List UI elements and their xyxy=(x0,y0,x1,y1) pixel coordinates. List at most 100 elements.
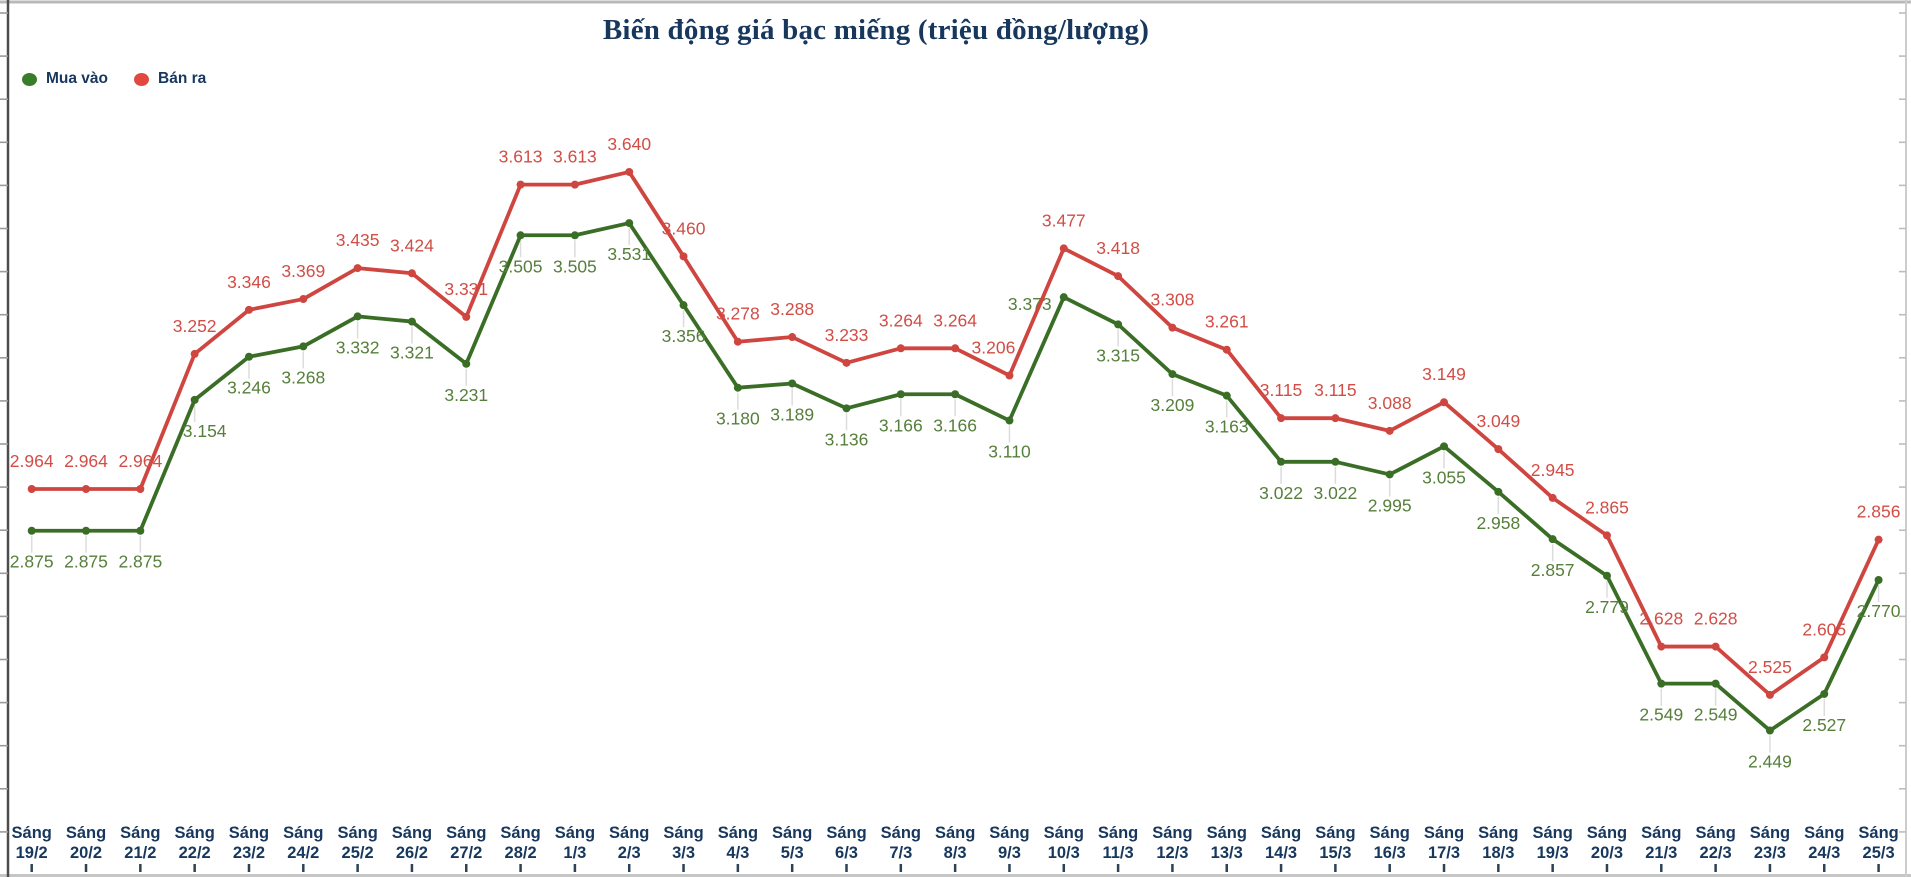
buy-value-label: 2.549 xyxy=(1639,705,1683,725)
buy-data-point xyxy=(625,219,634,228)
sell-data-point xyxy=(1820,653,1829,662)
sell-value-label: 3.115 xyxy=(1260,380,1303,400)
sell-value-label: 3.261 xyxy=(1205,312,1249,332)
x-axis-label: Sáng 16/3 xyxy=(1370,824,1410,862)
sell-value-label: 3.264 xyxy=(933,310,977,330)
sell-value-label: 2.964 xyxy=(64,451,108,471)
buy-data-point xyxy=(733,383,742,392)
sell-value-label: 3.331 xyxy=(444,279,488,299)
sell-value-label: 3.088 xyxy=(1368,393,1412,413)
sell-data-point xyxy=(570,180,579,189)
buy-data-point xyxy=(842,404,851,413)
legend-item-buy: Mua vào xyxy=(22,70,108,88)
x-axis-label: Sáng 13/3 xyxy=(1207,824,1247,862)
x-axis-label: Sáng 9/3 xyxy=(989,824,1029,862)
sell-data-point xyxy=(1874,535,1883,544)
buy-data-point xyxy=(1440,442,1449,451)
x-axis-label: Sáng 3/3 xyxy=(663,824,703,862)
sell-data-point xyxy=(679,252,688,261)
chart-title: Biến động giá bạc miếng (triệu đồng/lượn… xyxy=(602,14,1150,46)
sell-data-point xyxy=(1168,323,1177,332)
buy-value-label: 3.505 xyxy=(553,256,597,276)
sell-data-point xyxy=(353,264,362,273)
sell-data-point xyxy=(1114,272,1123,281)
sell-value-label: 3.640 xyxy=(607,134,651,154)
buy-data-point xyxy=(570,231,579,240)
sell-data-point xyxy=(1657,642,1666,651)
sell-value-label: 3.233 xyxy=(825,325,869,345)
sell-value-label: 2.964 xyxy=(10,451,54,471)
buy-value-label: 3.332 xyxy=(336,337,380,357)
legend-item-sell: Bán ra xyxy=(134,70,206,88)
x-axis-label: Sáng 8/3 xyxy=(935,824,975,862)
buy-value-label: 2.449 xyxy=(1748,752,1792,772)
buy-value-label: 3.166 xyxy=(879,415,923,435)
chart-legend: Mua vào Bán ra xyxy=(22,70,206,88)
sell-data-point xyxy=(27,485,36,493)
x-axis-label: Sáng 25/2 xyxy=(337,824,377,862)
sell-value-label: 3.613 xyxy=(553,147,597,167)
sell-value-label: 3.477 xyxy=(1042,210,1086,230)
sell-value-label: 3.424 xyxy=(390,235,434,255)
sell-value-label: 3.149 xyxy=(1422,364,1466,384)
buy-value-label: 3.166 xyxy=(933,415,977,435)
buy-value-label: 2.857 xyxy=(1531,560,1575,580)
legend-label-sell: Bán ra xyxy=(158,70,207,87)
buy-value-label: 3.209 xyxy=(1151,395,1195,415)
buy-value-label: 2.875 xyxy=(10,552,54,572)
x-axis-label: Sáng 12/3 xyxy=(1152,824,1192,862)
buy-value-label: 3.231 xyxy=(444,385,488,405)
sell-data-point xyxy=(462,312,471,321)
buy-value-label: 3.189 xyxy=(770,404,814,424)
buy-data-point xyxy=(1222,391,1231,400)
x-axis-label: Sáng 11/3 xyxy=(1098,824,1138,862)
sell-data-point xyxy=(733,337,742,346)
sell-data-point xyxy=(625,167,634,176)
buy-value-label: 3.110 xyxy=(988,442,1031,462)
legend-label-buy: Mua vào xyxy=(46,70,109,87)
buy-data-point xyxy=(1765,726,1774,735)
buy-value-label: 2.770 xyxy=(1857,601,1901,621)
buy-price-line xyxy=(29,221,1881,733)
x-axis-label: Sáng 23/2 xyxy=(229,824,269,862)
buy-value-label: 3.180 xyxy=(716,409,760,429)
buy-value-label: 3.246 xyxy=(227,378,271,398)
sell-value-label: 3.369 xyxy=(281,261,325,281)
buy-data-point xyxy=(679,301,688,310)
x-axis-label: Sáng 5/3 xyxy=(772,824,812,862)
x-axis-label: Sáng 26/2 xyxy=(392,824,432,862)
sell-value-label: 3.460 xyxy=(662,218,706,238)
buy-data-point xyxy=(1711,679,1720,688)
sell-data-point xyxy=(1385,426,1394,435)
x-axis-label: Sáng 1/3 xyxy=(555,824,595,862)
sell-data-point xyxy=(1711,642,1720,651)
buy-data-point xyxy=(407,317,416,326)
x-axis-label: Sáng 7/3 xyxy=(881,824,921,862)
sell-value-label: 3.049 xyxy=(1476,411,1520,431)
buy-value-label: 3.321 xyxy=(390,343,434,363)
buy-data-point xyxy=(1168,370,1177,379)
sell-value-label: 3.264 xyxy=(879,310,923,330)
buy-data-point xyxy=(1602,571,1611,580)
sell-data-point xyxy=(1331,414,1340,423)
x-axis-label: Sáng 27/2 xyxy=(446,824,486,862)
sell-data-point xyxy=(1548,493,1557,502)
x-axis-label: Sáng 23/3 xyxy=(1750,824,1790,862)
sell-data-point xyxy=(842,358,851,367)
buy-data-point xyxy=(896,390,905,399)
buy-data-point xyxy=(1494,487,1503,496)
buy-data-point xyxy=(1385,470,1394,479)
sell-data-point xyxy=(299,295,308,304)
buy-value-label: 2.875 xyxy=(64,552,108,572)
x-axis-label: Sáng 25/3 xyxy=(1858,824,1898,862)
sell-data-point xyxy=(951,344,960,353)
sell-value-label: 2.865 xyxy=(1585,497,1629,517)
sell-data-point xyxy=(788,333,797,342)
sell-data-point xyxy=(82,485,91,493)
buy-data-point xyxy=(1277,457,1286,466)
sell-value-label: 3.252 xyxy=(173,316,217,336)
x-axis-label: Sáng 24/3 xyxy=(1804,824,1844,862)
buy-value-label: 2.527 xyxy=(1802,715,1846,735)
buy-data-point xyxy=(1548,535,1557,544)
